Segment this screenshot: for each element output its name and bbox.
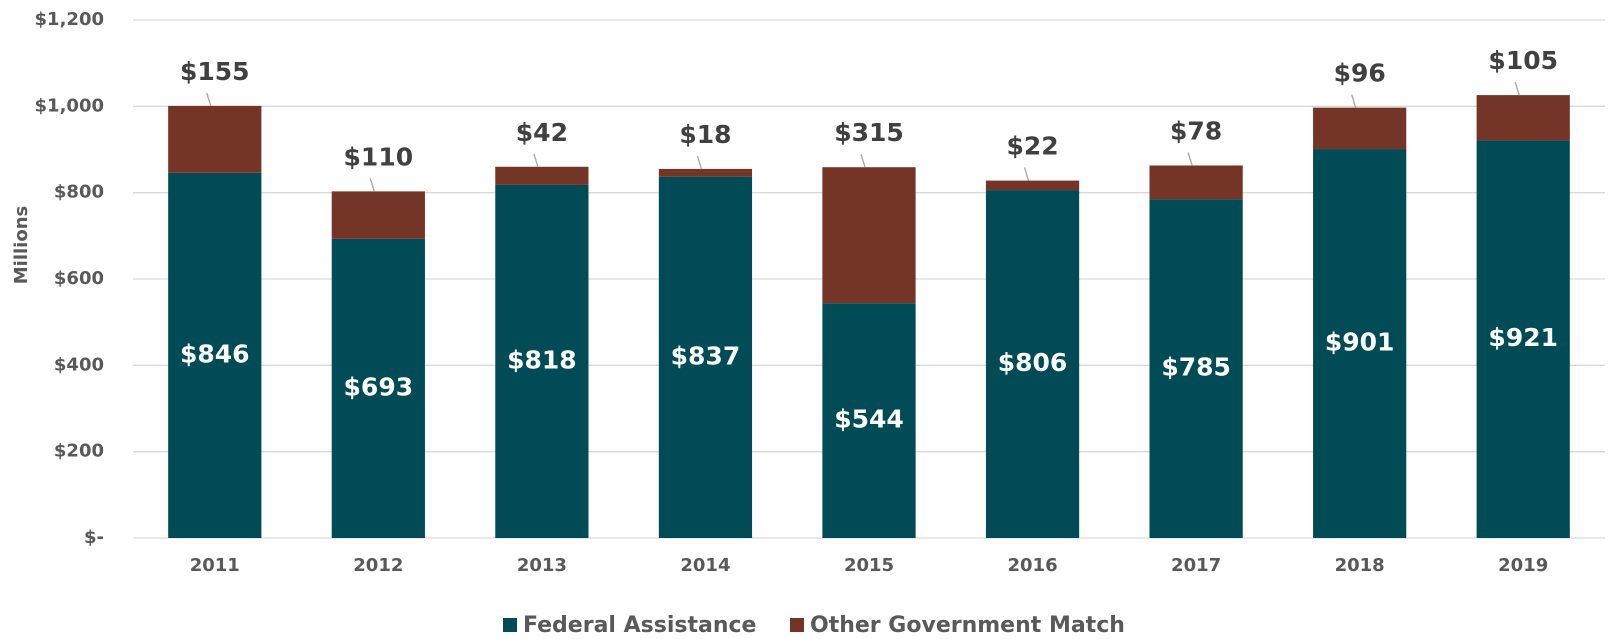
value-label: $105 (1488, 46, 1558, 75)
y-axis-label: Millions (11, 206, 32, 285)
bar-segment (495, 166, 589, 185)
bar-segment (168, 105, 262, 173)
bar-segment (658, 168, 753, 177)
x-tick-label: 2016 (1008, 555, 1058, 576)
bar-segment (985, 190, 1080, 538)
value-label: $846 (180, 339, 250, 368)
y-tick-label: $1,000 (35, 95, 104, 116)
bar-segment (331, 191, 425, 239)
value-label: $921 (1488, 323, 1558, 352)
bar-segment (1149, 199, 1243, 538)
legend-label: Other Government Match (810, 613, 1125, 638)
value-label: $110 (344, 142, 414, 171)
legend-swatch (790, 618, 804, 632)
y-tick-label: $- (84, 527, 104, 548)
leader-line (1023, 167, 1030, 181)
value-label: $818 (507, 345, 577, 374)
y-tick-label: $400 (54, 354, 104, 375)
bar-segment (985, 180, 1080, 191)
leader-line (1351, 94, 1357, 108)
leader-line (1187, 152, 1193, 166)
leader-line (860, 154, 866, 168)
value-label: $785 (1161, 353, 1231, 382)
bar-segment (1476, 140, 1570, 538)
value-label: $155 (180, 57, 250, 86)
x-tick-label: 2012 (353, 555, 403, 576)
value-label: $901 (1325, 328, 1395, 357)
legend-swatch (503, 618, 517, 632)
leader-line (369, 178, 375, 192)
bar-segment (822, 303, 916, 538)
value-label: $693 (344, 372, 414, 401)
leader-line (533, 153, 539, 167)
bar-segment (1476, 95, 1570, 141)
leader-line (1514, 81, 1520, 96)
value-label: $18 (679, 120, 731, 149)
x-tick-label: 2013 (517, 555, 567, 576)
value-label: $78 (1170, 116, 1222, 145)
bar-segment (822, 167, 916, 304)
bar-segment (658, 176, 753, 538)
value-label: $806 (998, 348, 1068, 377)
y-tick-label: $800 (54, 182, 104, 203)
x-tick-label: 2015 (844, 555, 894, 576)
y-tick-label: $600 (54, 268, 104, 289)
value-label: $22 (1006, 132, 1058, 161)
y-tick-label: $200 (54, 441, 104, 462)
value-label: $837 (671, 341, 741, 370)
legend-label: Federal Assistance (523, 613, 756, 638)
x-tick-label: 2019 (1498, 555, 1548, 576)
x-tick-label: 2011 (190, 555, 240, 576)
value-label: $96 (1334, 59, 1386, 88)
x-tick-label: 2014 (680, 555, 730, 576)
bar-segment (1313, 107, 1407, 150)
y-tick-label: $1,200 (35, 9, 104, 30)
x-tick-label: 2017 (1171, 555, 1221, 576)
leader-line (206, 92, 212, 107)
bar-segment (1313, 149, 1407, 538)
bar-segment (168, 172, 262, 538)
bar-segment (495, 184, 589, 538)
bar-segment (1149, 165, 1243, 200)
x-tick-label: 2018 (1335, 555, 1385, 576)
value-label: $315 (834, 118, 904, 147)
value-label: $42 (516, 118, 568, 147)
leader-line (696, 155, 703, 170)
bar-segment (331, 238, 425, 539)
value-label: $544 (834, 405, 904, 434)
